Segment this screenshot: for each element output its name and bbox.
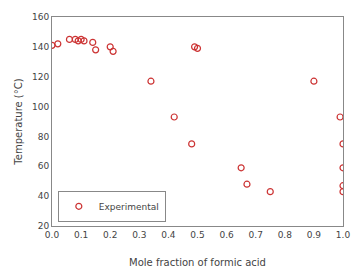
svg-text:0.9: 0.9 — [307, 230, 322, 240]
svg-text:60: 60 — [38, 161, 50, 171]
svg-text:0.2: 0.2 — [103, 230, 117, 240]
svg-text:1.0: 1.0 — [336, 230, 351, 240]
svg-text:120: 120 — [32, 72, 49, 82]
svg-text:20: 20 — [38, 221, 50, 231]
svg-text:Experimental: Experimental — [99, 202, 159, 212]
svg-text:0.7: 0.7 — [249, 230, 263, 240]
svg-text:100: 100 — [32, 102, 49, 112]
svg-text:0.4: 0.4 — [161, 230, 176, 240]
svg-text:Mole fraction of formic acid: Mole fraction of formic acid — [129, 257, 266, 268]
svg-text:0.1: 0.1 — [74, 230, 88, 240]
svg-text:160: 160 — [32, 12, 49, 22]
svg-text:0.6: 0.6 — [219, 230, 234, 240]
svg-text:0.3: 0.3 — [132, 230, 146, 240]
svg-text:0.8: 0.8 — [278, 230, 293, 240]
svg-text:40: 40 — [38, 191, 50, 201]
svg-text:Temperature (°C): Temperature (°C) — [13, 78, 24, 165]
svg-text:80: 80 — [38, 132, 50, 142]
svg-text:0.5: 0.5 — [190, 230, 204, 240]
svg-text:0.0: 0.0 — [45, 230, 60, 240]
svg-text:140: 140 — [32, 42, 49, 52]
